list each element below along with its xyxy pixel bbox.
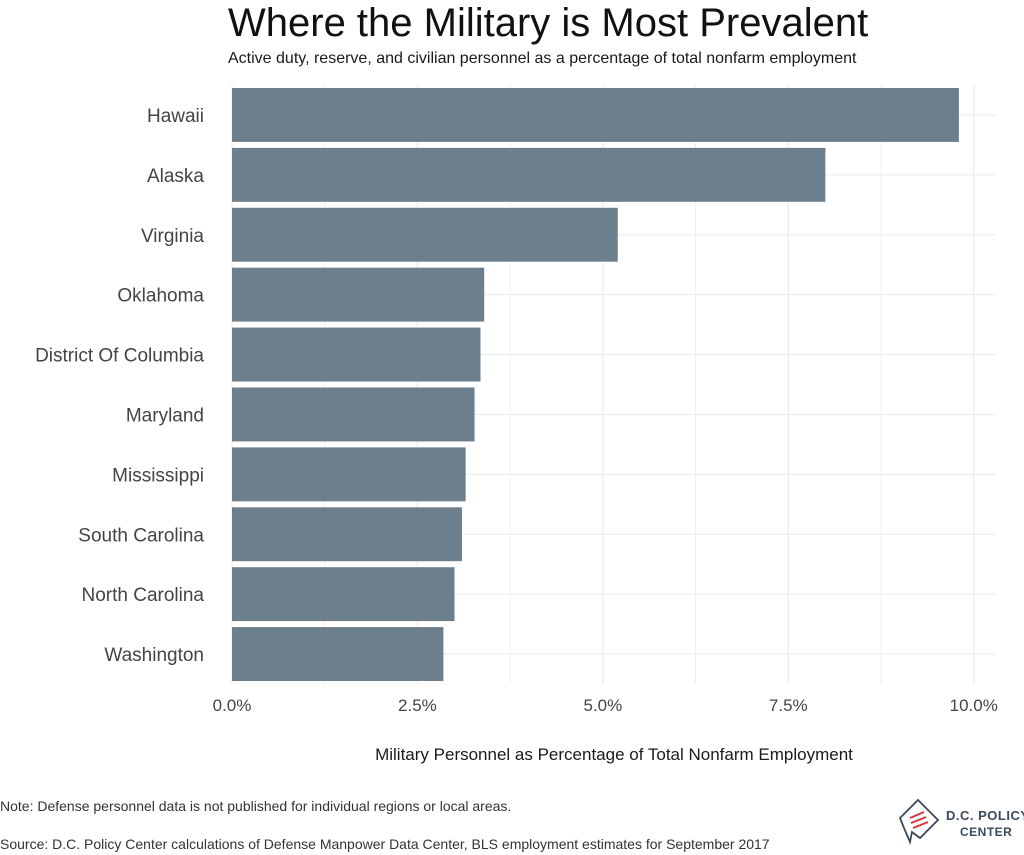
chart-subtitle: Active duty, reserve, and civilian perso…	[228, 50, 857, 67]
x-tick-label: 7.5%	[769, 696, 808, 715]
bar-oklahoma	[232, 267, 485, 322]
category-label: Mississippi	[112, 465, 204, 486]
category-label: Maryland	[126, 405, 204, 426]
x-tick-label: 2.5%	[398, 696, 437, 715]
category-label: Hawaii	[147, 106, 204, 127]
category-label: Washington	[104, 645, 204, 666]
bar-hawaii	[232, 87, 959, 142]
category-labels: Hawaii Alaska Virginia Oklahoma District Of …	[35, 106, 204, 666]
logo-text-line1: D.C. POLICY	[946, 808, 1024, 823]
bar-maryland	[232, 387, 475, 442]
dc-map-logo-icon	[898, 798, 940, 846]
bar-district-of-columbia	[232, 327, 481, 382]
bars	[232, 87, 959, 682]
source-note: Source: D.C. Policy Center calculations …	[0, 836, 770, 852]
category-label: District Of Columbia	[35, 346, 204, 367]
bar-virginia	[232, 207, 618, 262]
bar-north-carolina	[232, 567, 455, 622]
category-label: Oklahoma	[117, 286, 204, 307]
x-tick-labels: 0.0% 2.5% 5.0% 7.5% 10.0%	[213, 696, 998, 715]
category-label: Virginia	[141, 226, 204, 247]
logo-text-line2: CENTER	[960, 825, 1013, 839]
x-tick-label: 10.0%	[950, 696, 998, 715]
bar-mississippi	[232, 447, 466, 502]
category-label: South Carolina	[78, 525, 204, 546]
bar-alaska	[232, 147, 826, 202]
bar-south-carolina	[232, 507, 462, 562]
category-label: Alaska	[147, 166, 204, 187]
x-axis-title: Military Personnel as Percentage of Tota…	[375, 745, 853, 764]
dc-policy-center-logo: D.C. POLICY CENTER	[898, 798, 1024, 846]
bar-washington	[232, 627, 444, 682]
x-tick-label: 0.0%	[213, 696, 252, 715]
bar-chart: Hawaii Alaska Virginia Oklahoma District Of …	[35, 85, 998, 715]
category-label: North Carolina	[82, 585, 205, 606]
chart-title: Where the Military is Most Prevalent	[228, 1, 869, 45]
x-tick-label: 5.0%	[583, 696, 622, 715]
footnote: Note: Defense personnel data is not publ…	[0, 798, 512, 814]
